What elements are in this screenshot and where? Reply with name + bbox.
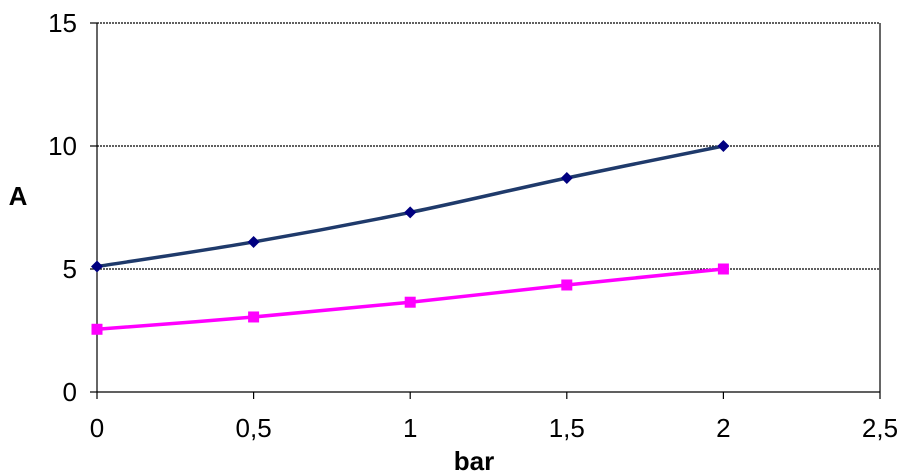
x-tick-label-4: 2 xyxy=(716,413,730,443)
x-tick-label-3: 1,5 xyxy=(549,413,585,443)
y-tick-label-2: 10 xyxy=(48,131,77,161)
x-tick-label-5: 2,5 xyxy=(862,413,898,443)
series-1-point-1 xyxy=(248,311,260,323)
series-0-point-3 xyxy=(560,171,573,184)
series-0-point-2 xyxy=(404,206,417,219)
plot-frame xyxy=(90,22,881,399)
series-0-line xyxy=(96,144,724,269)
series-1-point-2 xyxy=(404,296,416,308)
x-tick-label-0: 0 xyxy=(90,413,104,443)
series-1-point-3 xyxy=(561,279,573,291)
series-0 xyxy=(91,140,730,273)
series-1-point-4 xyxy=(717,263,729,275)
data-series xyxy=(91,140,730,335)
x-tick-label-1: 0,5 xyxy=(236,413,272,443)
series-0-point-0 xyxy=(91,260,103,273)
y-tick-label-3: 15 xyxy=(48,8,77,38)
y-axis-title: A xyxy=(9,181,28,211)
gridlines xyxy=(97,22,880,270)
x-axis-title: bar xyxy=(454,446,494,475)
series-0-point-4 xyxy=(717,140,730,152)
x-tick-label-2: 1 xyxy=(403,413,417,443)
y-tick-label-0: 0 xyxy=(63,377,77,407)
y-tick-label-1: 5 xyxy=(63,254,77,284)
series-1-point-0 xyxy=(91,323,103,335)
y-tick-labels: 0 5 10 15 xyxy=(48,8,77,407)
x-tick-labels: 0 0,5 1 1,5 2 2,5 xyxy=(90,413,898,443)
series-1 xyxy=(91,263,729,335)
series-0-point-1 xyxy=(247,235,260,248)
